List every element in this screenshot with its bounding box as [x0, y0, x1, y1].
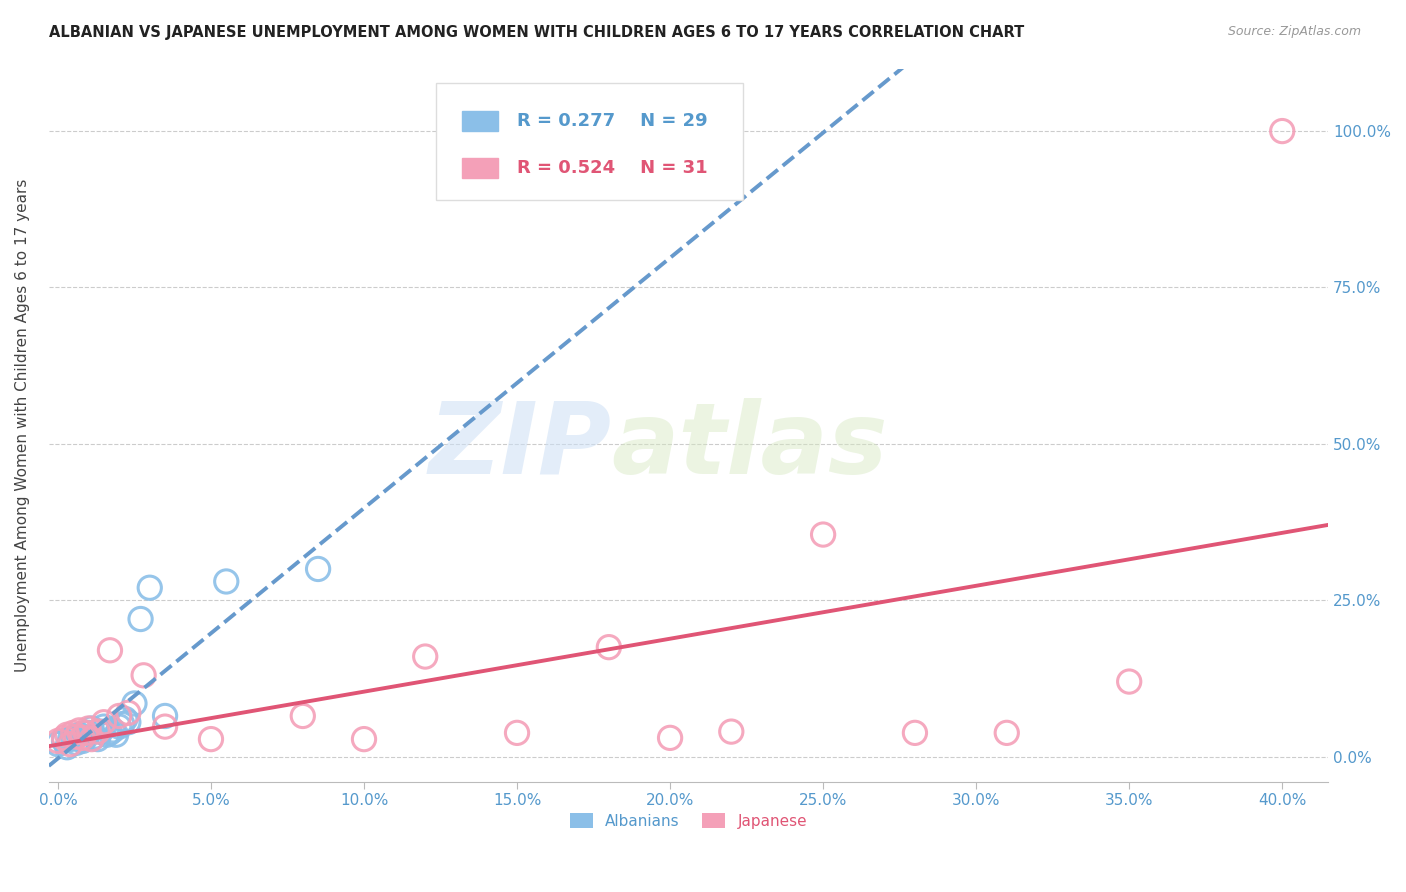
Point: [111, 717, 134, 731]
Point: [80, 732, 103, 747]
Point: [1271, 124, 1294, 138]
Point: [114, 712, 136, 726]
Point: [1118, 674, 1140, 689]
Point: [720, 724, 742, 739]
Point: [117, 715, 139, 730]
Point: [98, 643, 121, 657]
Point: [62, 726, 84, 740]
Point: [72, 731, 94, 745]
Point: [56, 728, 79, 742]
Point: [56, 740, 79, 755]
Point: [53, 731, 76, 745]
Point: [77, 726, 100, 740]
Point: [105, 728, 128, 742]
Point: [72, 734, 94, 748]
Y-axis label: Unemployment Among Women with Children Ages 6 to 17 years: Unemployment Among Women with Children A…: [15, 178, 30, 672]
FancyBboxPatch shape: [436, 83, 744, 201]
Point: [75, 726, 97, 740]
Point: [62, 731, 84, 745]
Point: [132, 668, 155, 682]
Point: [995, 726, 1018, 740]
Point: [124, 697, 146, 711]
Point: [353, 732, 375, 747]
Point: [153, 720, 176, 734]
Point: [59, 737, 82, 751]
Text: ALBANIAN VS JAPANESE UNEMPLOYMENT AMONG WOMEN WITH CHILDREN AGES 6 TO 17 YEARS C: ALBANIAN VS JAPANESE UNEMPLOYMENT AMONG …: [49, 25, 1025, 40]
Point: [108, 709, 131, 723]
Point: [93, 720, 115, 734]
Point: [96, 728, 118, 742]
Legend: Albanians, Japanese: Albanians, Japanese: [564, 806, 813, 835]
Point: [98, 726, 121, 740]
Point: [65, 730, 87, 744]
Text: R = 0.277    N = 29: R = 0.277 N = 29: [517, 112, 707, 129]
Point: [215, 574, 238, 589]
Point: [598, 640, 620, 655]
Text: R = 0.524    N = 31: R = 0.524 N = 31: [517, 160, 707, 178]
Point: [67, 723, 90, 738]
Point: [65, 736, 87, 750]
Point: [307, 562, 329, 576]
Text: Source: ZipAtlas.com: Source: ZipAtlas.com: [1227, 25, 1361, 38]
Point: [291, 709, 314, 723]
Text: atlas: atlas: [612, 398, 889, 495]
Point: [413, 649, 436, 664]
Point: [46, 734, 69, 748]
Point: [129, 612, 152, 626]
Point: [811, 527, 834, 541]
Point: [904, 726, 927, 740]
Point: [46, 737, 69, 751]
Point: [200, 732, 222, 747]
Point: [93, 715, 115, 730]
Text: ZIP: ZIP: [429, 398, 612, 495]
Point: [87, 724, 110, 739]
Point: [53, 734, 76, 748]
Point: [67, 728, 90, 742]
Point: [117, 706, 139, 720]
Point: [75, 731, 97, 745]
Point: [87, 732, 110, 747]
FancyBboxPatch shape: [463, 159, 498, 178]
Point: [108, 720, 131, 734]
FancyBboxPatch shape: [463, 111, 498, 130]
Point: [80, 722, 103, 736]
Point: [83, 730, 105, 744]
Point: [659, 731, 682, 745]
Point: [59, 732, 82, 747]
Point: [101, 723, 124, 738]
Point: [153, 709, 176, 723]
Point: [90, 724, 112, 739]
Point: [139, 581, 162, 595]
Point: [506, 726, 529, 740]
Point: [77, 722, 100, 736]
